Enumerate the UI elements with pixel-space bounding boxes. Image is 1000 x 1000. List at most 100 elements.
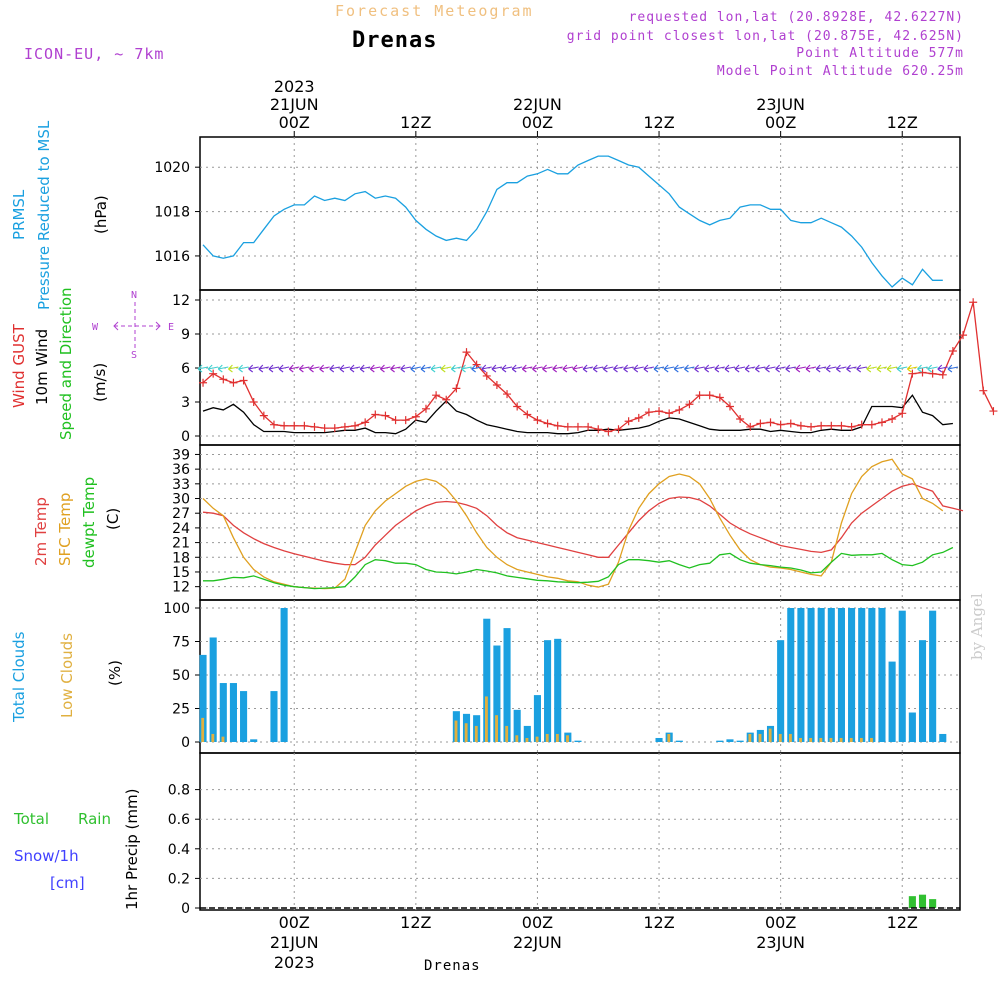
gust-marker [675, 405, 684, 414]
top-time-label: 00Z [765, 113, 796, 132]
total-clouds-bar [817, 608, 825, 742]
total-clouds-bar [929, 610, 937, 742]
y-tick-label: 100 [163, 601, 190, 617]
gust-marker [543, 419, 552, 428]
wind-direction-arrow [248, 364, 259, 373]
model-point-altitude: Model Point Altitude 620.25m [716, 64, 964, 79]
wind-direction-arrow [552, 364, 563, 373]
wind-direction-arrow [491, 364, 503, 373]
total-clouds-bar [209, 637, 217, 742]
total-clouds-bar [837, 608, 845, 742]
gust-marker [340, 422, 349, 431]
total-clouds-bar [240, 691, 248, 742]
wind-direction-arrow [836, 364, 847, 373]
wind-direction-arrow [339, 364, 351, 373]
precip-labels: Total Rain Snow/1h [cm] 1hr Precip (mm) [13, 789, 141, 910]
wind-direction-arrow [744, 364, 756, 373]
total-clouds-bar [554, 638, 562, 742]
gust-marker [979, 386, 988, 395]
panel-frame [199, 136, 961, 291]
panel-frame [199, 752, 961, 911]
gust-marker [523, 410, 532, 419]
cloud-labels: Total Clouds Low Clouds (%) [10, 631, 124, 723]
wind-direction-arrow [471, 364, 482, 373]
low-clouds-bar [201, 717, 205, 742]
low-clouds-bar [799, 737, 802, 742]
wind-direction-arrow [410, 364, 421, 373]
y-tick-label: 6 [181, 361, 190, 377]
wind-direction-arrow [298, 364, 310, 373]
total-clouds-bar [280, 608, 288, 742]
gust-marker [351, 421, 360, 430]
y-tick-label: 0 [181, 735, 190, 751]
requested-coordinates: requested lon,lat (20.8928E, 42.6227N) [628, 10, 964, 25]
wind-direction-arrow [420, 364, 432, 373]
total-clouds-bar [574, 740, 582, 742]
gust-marker [320, 424, 329, 433]
wind-direction-arrow [775, 364, 786, 373]
wind-gust-label: Wind GUST [10, 323, 28, 408]
wind-direction-arrow [754, 364, 766, 373]
wind-direction-arrow [846, 364, 857, 373]
wind-direction-arrow [309, 364, 320, 373]
gust-marker [807, 422, 816, 431]
low-clouds-bar [505, 725, 509, 742]
bottom-time-label: 2023 [274, 953, 315, 972]
wind-direction-arrow [329, 364, 340, 373]
gust-marker [655, 407, 664, 416]
total-clouds-bar [848, 608, 856, 742]
low-clouds-bar [839, 737, 843, 742]
bottom-time-label: 22JUN [513, 933, 562, 952]
low-clouds-bar [211, 733, 215, 742]
total-clouds-bar [868, 608, 876, 742]
wind-direction-arrow [430, 364, 442, 373]
wind-direction-arrow [765, 364, 776, 373]
total-clouds-bar [898, 610, 906, 742]
y-tick-label: 0.2 [168, 871, 190, 887]
low-clouds-bar [768, 728, 772, 742]
wind-direction-arrow [532, 364, 543, 373]
low-clouds-bar [474, 725, 478, 742]
total-clouds-bar [655, 737, 663, 742]
wind-direction-arrow [856, 364, 867, 373]
total-clouds-bar [270, 691, 278, 742]
gust-marker [746, 422, 755, 431]
rain-bar [908, 896, 916, 908]
wind-direction-arrow [511, 364, 523, 373]
total-clouds-bar [675, 740, 683, 742]
compass-e: E [168, 322, 174, 333]
low-clouds-bar [748, 733, 752, 742]
low-clouds-bar [870, 737, 873, 742]
dewpt-temp-line [203, 546, 954, 590]
wind-direction-arrow [653, 364, 665, 373]
wind-direction-arrow [217, 364, 229, 373]
gust-marker [553, 421, 562, 430]
top-time-label: 21JUN [270, 95, 319, 114]
wind-direction-arrow [876, 364, 888, 373]
y-tick-label: 0.4 [168, 842, 190, 858]
y-tick-label: 75 [172, 635, 190, 651]
compass-rose: N S W E [92, 290, 174, 361]
gust-marker [513, 402, 522, 411]
wind-direction-arrow [390, 364, 401, 373]
total-clouds-bar [533, 695, 541, 742]
top-time-label: 12Z [400, 113, 431, 132]
wind-direction-arrow [268, 364, 280, 373]
gust-marker [614, 425, 623, 434]
total-clouds-bar [503, 628, 511, 742]
total-clouds-bar [250, 739, 258, 742]
wind-direction-arrow [461, 364, 472, 373]
gust-marker [442, 395, 451, 404]
wind-direction-arrow [278, 364, 290, 373]
gust-marker [482, 371, 491, 380]
low-clouds-bar [667, 733, 671, 742]
dewpt-temp-label: dewpt Temp [80, 477, 98, 568]
gust-marker [857, 420, 866, 429]
grid-point-coordinates: grid point closest lon,lat (20.875E, 42.… [566, 29, 964, 44]
low-clouds-bar [778, 733, 782, 742]
gust-marker [644, 408, 653, 417]
rain-label: Rain [78, 810, 111, 828]
gust-marker [229, 378, 238, 387]
prmsl-label: PRMSL [10, 189, 28, 240]
wind-direction-arrow [927, 364, 938, 373]
